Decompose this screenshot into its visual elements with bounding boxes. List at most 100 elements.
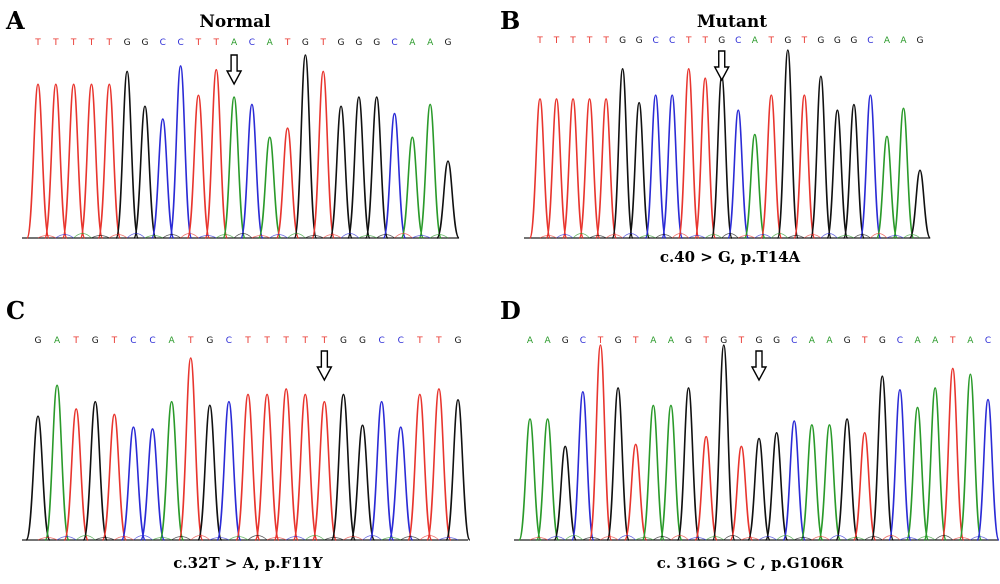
- base-call: T: [263, 336, 270, 346]
- noise-trace: [343, 536, 363, 541]
- base-call: A: [932, 336, 939, 346]
- base-call: G: [355, 38, 362, 48]
- trace-peak: [835, 418, 859, 541]
- noise-trace: [114, 536, 134, 541]
- base-call: A: [545, 336, 552, 346]
- base-call: C: [985, 336, 991, 346]
- base-call: G: [844, 336, 851, 346]
- trace-peak: [793, 94, 816, 239]
- trace-peak: [293, 54, 318, 239]
- noise-trace: [794, 537, 813, 541]
- base-call: G: [124, 38, 131, 48]
- noise-trace: [917, 536, 936, 541]
- noise-trace: [622, 233, 640, 239]
- trace-peak: [941, 367, 965, 541]
- trace-peak: [892, 107, 915, 239]
- noise-trace: [198, 235, 217, 239]
- noise-trace: [251, 235, 270, 239]
- trace-peak: [809, 75, 832, 239]
- base-call: G: [455, 336, 462, 346]
- noise-trace: [771, 233, 789, 239]
- trace-peak: [257, 136, 282, 239]
- panel-label: C: [6, 296, 26, 325]
- trace-peak: [588, 344, 613, 541]
- trace-peak: [82, 400, 108, 541]
- base-call: G: [917, 36, 924, 46]
- noise-trace: [529, 537, 548, 541]
- noise-trace: [394, 233, 413, 239]
- trace-peak: [776, 49, 799, 239]
- base-call: G: [718, 36, 725, 46]
- trace-peak: [330, 393, 357, 541]
- noise-trace: [266, 537, 287, 541]
- noise-trace: [564, 535, 584, 541]
- base-call: C: [177, 38, 183, 48]
- trace-peak: [44, 384, 70, 541]
- panel-caption: c.32T > A, p.F11Y: [173, 554, 323, 572]
- trace-peak: [694, 435, 718, 541]
- trace-peak: [782, 420, 806, 541]
- base-call: T: [536, 36, 543, 46]
- base-call: C: [669, 36, 675, 46]
- noise-trace: [671, 233, 689, 239]
- noise-trace: [56, 536, 77, 541]
- base-call: G: [445, 38, 452, 48]
- trace-peak: [418, 103, 443, 239]
- panel-title: Normal: [199, 12, 271, 32]
- trace-peak: [875, 135, 898, 239]
- noise-trace: [952, 537, 971, 541]
- trace-peak: [623, 443, 648, 541]
- noise-trace: [572, 233, 590, 239]
- trace-peak: [659, 404, 683, 541]
- mutation-arrow-icon: [713, 50, 730, 82]
- trace-peak: [611, 67, 634, 239]
- trace-peak: [388, 426, 414, 541]
- base-call: G: [636, 36, 643, 46]
- trace-peak: [139, 428, 166, 541]
- mutation-arrow-icon: [225, 54, 243, 86]
- trace-peak: [26, 83, 50, 239]
- base-call: G: [615, 336, 622, 346]
- noise-trace: [804, 234, 822, 239]
- base-call: T: [321, 336, 328, 346]
- base-call: G: [92, 336, 99, 346]
- noise-trace: [209, 537, 230, 541]
- noise-trace: [721, 233, 739, 239]
- base-call: G: [784, 36, 791, 46]
- noise-trace: [171, 536, 191, 541]
- trace-peak: [817, 424, 842, 541]
- base-call: T: [861, 336, 868, 346]
- base-call: T: [569, 36, 576, 46]
- base-call: T: [70, 38, 77, 48]
- noise-trace: [655, 234, 673, 239]
- trace-peak: [222, 96, 246, 239]
- trace-peak: [369, 400, 395, 541]
- base-call: G: [359, 336, 366, 346]
- base-call: G: [206, 336, 213, 346]
- trace-peak: [159, 400, 185, 541]
- trace-peak: [800, 424, 824, 541]
- noise-trace: [412, 235, 431, 239]
- noise-trace: [429, 234, 449, 239]
- base-call: T: [302, 336, 309, 346]
- base-call: A: [900, 36, 907, 46]
- noise-trace: [438, 537, 459, 541]
- base-call: G: [834, 36, 841, 46]
- mutation-arrow-icon: [316, 350, 333, 382]
- trace-peak: [235, 393, 261, 541]
- trace-peak: [254, 393, 280, 541]
- trace-peak: [97, 83, 122, 239]
- noise-trace: [617, 535, 636, 541]
- base-call: G: [141, 38, 148, 48]
- noise-trace: [216, 234, 235, 239]
- base-call: T: [52, 38, 59, 48]
- base-call: T: [435, 336, 442, 346]
- noise-trace: [705, 536, 725, 541]
- panel-label: B: [500, 6, 521, 35]
- noise-trace: [723, 535, 742, 541]
- base-call: A: [409, 38, 416, 48]
- trace-peak: [382, 112, 407, 239]
- base-call: T: [949, 336, 956, 346]
- trace-peak: [677, 67, 700, 239]
